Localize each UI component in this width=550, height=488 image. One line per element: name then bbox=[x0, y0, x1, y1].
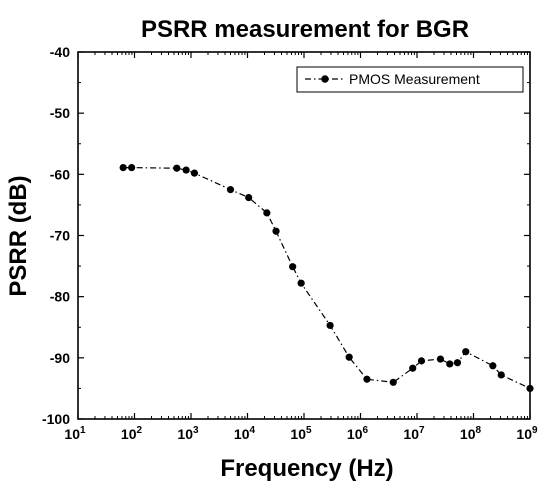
y-tick-label: -80 bbox=[50, 289, 70, 305]
data-point bbox=[453, 359, 462, 367]
data-point bbox=[363, 375, 371, 383]
x-tick-base: 10 bbox=[234, 426, 250, 442]
x-tick-exponent: 8 bbox=[476, 425, 482, 436]
x-tick-label: 101 bbox=[64, 425, 86, 442]
x-tick-base: 10 bbox=[403, 426, 419, 442]
x-tick-exponent: 9 bbox=[532, 425, 538, 436]
series-layer bbox=[119, 164, 534, 393]
data-point bbox=[446, 360, 454, 368]
y-tick-label: -50 bbox=[50, 105, 70, 121]
data-point bbox=[182, 166, 190, 174]
x-tick-label: 106 bbox=[347, 425, 369, 442]
x-tick-exponent: 1 bbox=[80, 425, 86, 436]
data-point bbox=[226, 186, 235, 194]
plot-area-frame bbox=[77, 51, 531, 420]
data-point bbox=[389, 378, 397, 386]
y-tick-label: -60 bbox=[50, 166, 70, 182]
x-tick-exponent: 2 bbox=[137, 425, 143, 436]
x-tick-base: 10 bbox=[516, 426, 532, 442]
data-point bbox=[119, 164, 127, 172]
data-point bbox=[173, 164, 181, 172]
x-tick-label: 103 bbox=[177, 425, 199, 442]
data-point bbox=[345, 353, 353, 361]
legend-label: PMOS Measurement bbox=[349, 71, 480, 87]
x-tick-exponent: 5 bbox=[306, 425, 312, 436]
y-tick-label: -70 bbox=[50, 228, 70, 244]
y-tick-label: -90 bbox=[50, 350, 70, 366]
series-line-pmos-measurement bbox=[123, 167, 531, 389]
x-tick-base: 10 bbox=[64, 426, 80, 442]
data-point bbox=[497, 371, 505, 379]
data-point bbox=[462, 348, 470, 356]
x-tick-label: 107 bbox=[403, 425, 425, 442]
x-tick-label: 109 bbox=[516, 425, 538, 442]
data-point bbox=[272, 227, 280, 235]
x-tick-base: 10 bbox=[177, 426, 193, 442]
x-tick-base: 10 bbox=[290, 426, 306, 442]
legend-marker-sample bbox=[321, 75, 329, 83]
x-tick-label: 104 bbox=[234, 425, 256, 442]
x-tick-label: 102 bbox=[121, 425, 143, 442]
data-point bbox=[489, 362, 497, 370]
data-point bbox=[190, 169, 199, 177]
x-tick-exponent: 4 bbox=[250, 425, 256, 436]
data-point bbox=[326, 321, 334, 330]
y-tick-label: -100 bbox=[42, 411, 70, 427]
x-tick-base: 10 bbox=[347, 426, 363, 442]
data-point bbox=[436, 355, 445, 363]
x-axis-label: Frequency (Hz) bbox=[220, 455, 393, 482]
y-axis-ticks: -40 -50 -60 -70 -80 -90 -100 bbox=[42, 44, 530, 427]
x-axis-ticks: 101 102 103 104 105 106 107 108 109 bbox=[64, 52, 538, 442]
y-tick-label: -40 bbox=[50, 44, 70, 60]
chart-title: PSRR measurement for BGR bbox=[141, 16, 469, 43]
data-point bbox=[245, 193, 253, 202]
x-tick-exponent: 7 bbox=[419, 425, 425, 436]
x-tick-label: 108 bbox=[460, 425, 482, 442]
data-point bbox=[297, 279, 305, 287]
data-point bbox=[526, 384, 534, 393]
data-point bbox=[289, 263, 297, 271]
legend: PMOS Measurement bbox=[296, 66, 524, 93]
data-point bbox=[417, 357, 426, 365]
x-tick-exponent: 3 bbox=[193, 425, 199, 436]
data-point bbox=[263, 209, 271, 217]
data-point bbox=[128, 164, 136, 172]
y-axis-label: PSRR (dB) bbox=[5, 175, 32, 296]
data-point bbox=[409, 364, 417, 372]
x-tick-label: 105 bbox=[290, 425, 312, 442]
x-tick-exponent: 6 bbox=[363, 425, 369, 436]
x-tick-base: 10 bbox=[460, 426, 476, 442]
x-tick-base: 10 bbox=[121, 426, 137, 442]
